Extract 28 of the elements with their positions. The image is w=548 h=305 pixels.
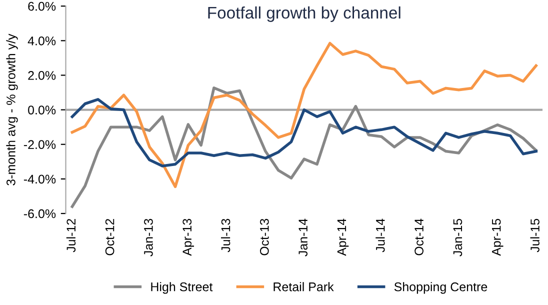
y-tick-label: -2.0% bbox=[24, 140, 56, 150]
x-tick-label: Apr-14 bbox=[337, 218, 349, 256]
y-tick-label: 4.0% bbox=[28, 36, 56, 46]
y-tick-label: -4.0% bbox=[24, 174, 56, 184]
y-tick-label: -6.0% bbox=[24, 209, 56, 218]
x-tick-label: Apr-13 bbox=[182, 218, 194, 256]
x-tick-label: Jan-14 bbox=[298, 218, 308, 256]
y-tick-label: 6.0% bbox=[28, 2, 56, 11]
x-tick-label: Jul-14 bbox=[376, 218, 385, 252]
line-series bbox=[70, 42, 538, 188]
y-tick-label: 2.0% bbox=[28, 71, 56, 80]
line-series bbox=[70, 98, 538, 168]
x-tick-label: Apr-15 bbox=[492, 218, 504, 256]
x-tick-label: Jul-12 bbox=[66, 218, 76, 252]
x-tick-label: Oct-12 bbox=[105, 218, 114, 256]
x-tick-label: Oct-13 bbox=[260, 218, 269, 256]
x-tick-label: Jan-13 bbox=[144, 218, 153, 256]
x-tick-label: Jul-13 bbox=[221, 218, 230, 252]
y-tick-label: 0.0% bbox=[28, 106, 56, 114]
x-tick-label: Oct-14 bbox=[414, 218, 424, 256]
y-axis-title: 3-month avg - % growth y/y bbox=[6, 34, 18, 186]
legend-label: High Street bbox=[151, 282, 213, 294]
line-series bbox=[70, 86, 538, 208]
chart-title: Footfall growth by channel bbox=[208, 6, 400, 22]
legend-label: Retail Park bbox=[274, 282, 334, 292]
legend-label: Shopping Centre bbox=[394, 282, 488, 294]
x-tick-label: Jul-15 bbox=[530, 218, 540, 252]
x-tick-label: Jan-15 bbox=[453, 218, 462, 256]
